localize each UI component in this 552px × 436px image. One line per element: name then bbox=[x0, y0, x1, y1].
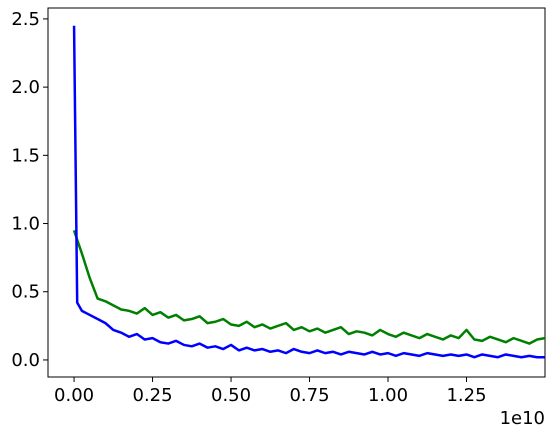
y-tick-label: 2.5 bbox=[11, 9, 40, 30]
data-line bbox=[72, 229, 546, 345]
x-tick-label: 0.50 bbox=[211, 385, 251, 406]
data-line bbox=[72, 25, 545, 359]
y-tick-label: 2.0 bbox=[11, 77, 40, 98]
y-tick-label: 1.0 bbox=[11, 214, 40, 235]
y-tick-label: 0.5 bbox=[11, 282, 40, 303]
x-tick-label: 0.00 bbox=[54, 385, 94, 406]
x-tick-label: 1.25 bbox=[446, 385, 486, 406]
y-tick-label: 1.5 bbox=[11, 145, 40, 166]
x-tick-label: 0.25 bbox=[133, 385, 173, 406]
x-tick-label: 1.00 bbox=[368, 385, 408, 406]
x-offset-label: 1e10 bbox=[500, 408, 545, 429]
x-tick-label: 0.75 bbox=[289, 385, 329, 406]
y-tick-label: 0.0 bbox=[11, 350, 40, 371]
plot-frame bbox=[47, 7, 546, 378]
